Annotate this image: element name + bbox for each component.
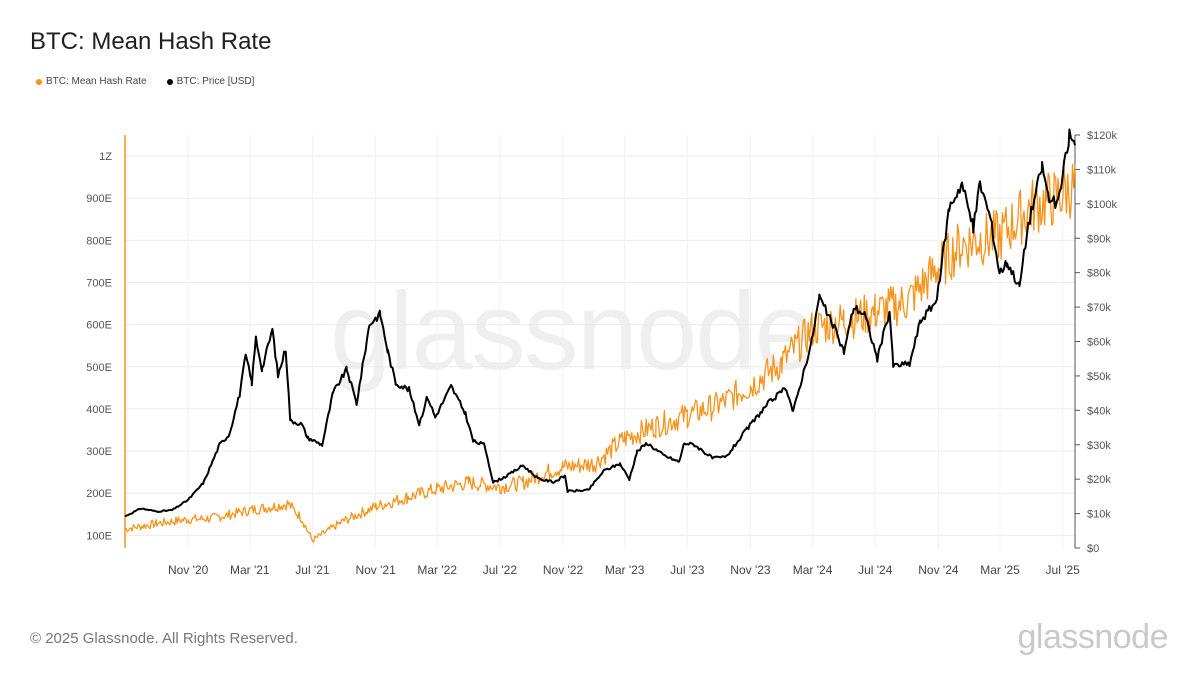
y-right-tick-label: $120k [1087,130,1117,142]
y-left-tick-label: 500E [86,362,112,374]
chart-legend: BTC: Mean Hash Rate BTC: Price [USD] [36,76,254,87]
x-tick-label: Jul '22 [483,563,518,577]
y-left-tick-label: 1Z [99,151,112,163]
hash-rate-line [124,163,1076,543]
y-left-tick-label: 100E [86,530,112,542]
legend-item-price[interactable]: BTC: Price [USD] [166,76,255,87]
y-left-tick-label: 700E [86,278,112,290]
y-left-tick-label: 200E [86,488,112,500]
x-tick-label: Mar '23 [605,563,645,577]
x-tick-label: Mar '21 [230,563,270,577]
y-right-tick-label: $80k [1087,268,1111,280]
x-tick-label: Jul '23 [670,563,705,577]
x-tick-label: Mar '22 [417,563,457,577]
x-tick-label: Nov '20 [168,563,209,577]
y-left-tick-label: 900E [86,193,112,205]
x-tick-label: Nov '24 [918,563,959,577]
y-right-tick-label: $70k [1087,302,1111,314]
x-tick-label: Mar '25 [980,563,1020,577]
copyright-text: © 2025 Glassnode. All Rights Reserved. [30,630,298,647]
chart-title: BTC: Mean Hash Rate [30,28,272,55]
y-left-tick-label: 800E [86,235,112,247]
legend-swatch-price [166,78,173,85]
y-right-tick-label: $10k [1087,509,1111,521]
y-right-tick-label: $110k [1087,164,1117,176]
y-right-tick-label: $20k [1087,474,1111,486]
y-left-tick-label: 600E [86,320,112,332]
y-right-tick-label: $40k [1087,405,1111,417]
y-right-tick-label: $100k [1087,199,1117,211]
y-left-tick-label: 400E [86,404,112,416]
legend-swatch-hash-rate [36,78,42,85]
legend-item-hash-rate[interactable]: BTC: Mean Hash Rate [36,76,147,87]
x-tick-label: Jul '24 [858,563,893,577]
glassnode-logo: glassnode [1017,618,1168,656]
x-tick-label: Nov '21 [355,563,396,577]
x-tick-label: Jul '21 [295,563,330,577]
x-tick-label: Mar '24 [793,563,833,577]
y-right-tick-label: $60k [1087,337,1111,349]
y-right-tick-label: $50k [1087,371,1111,383]
price-line [124,128,1076,518]
y-right-tick-label: $90k [1087,233,1111,245]
y-right-tick-label: $30k [1087,440,1111,452]
y-left-tick-label: 300E [86,446,112,458]
legend-label-hash-rate: BTC: Mean Hash Rate [46,76,147,87]
legend-label-price: BTC: Price [USD] [176,76,255,87]
x-tick-label: Nov '22 [543,563,584,577]
y-right-tick-label: $0 [1087,543,1099,555]
x-tick-label: Jul '25 [1046,563,1081,577]
x-tick-label: Nov '23 [730,563,771,577]
